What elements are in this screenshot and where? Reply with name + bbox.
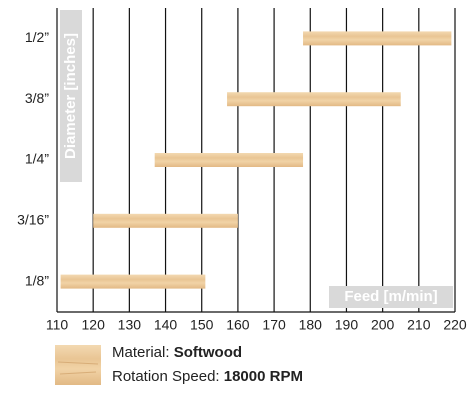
y-tick-label: 3/16” <box>17 212 49 228</box>
bar <box>155 153 303 167</box>
x-tick-label: 180 <box>299 317 323 333</box>
plot-area: 110 120 130 140 150 160 170 180 190 200 210 220 Diam… <box>17 8 467 333</box>
x-axis-title: Feed [m/min] <box>344 288 437 305</box>
legend-material-label: Material: <box>112 344 170 361</box>
x-tick-label: 170 <box>262 317 286 333</box>
legend-speed-label: Rotation Speed: <box>112 368 220 385</box>
x-tick-label: 190 <box>335 317 359 333</box>
y-tick-label: 3/8” <box>25 90 49 106</box>
legend-speed: Rotation Speed: 18000 RPM <box>112 368 303 385</box>
x-tick-label: 220 <box>443 317 467 333</box>
bar <box>303 31 451 45</box>
page: {"chart_data": {"type": "range-bar", "y_… <box>0 0 471 402</box>
y-tick-label: 1/4” <box>25 151 49 167</box>
x-tick-label: 110 <box>46 317 69 333</box>
bar <box>61 275 206 289</box>
y-axis-title: Diameter [inches] <box>62 33 79 159</box>
bar <box>93 214 238 228</box>
y-tick-label: 1/2” <box>25 29 49 45</box>
bar <box>227 92 401 106</box>
x-tick-label: 200 <box>371 317 395 333</box>
x-tick-label: 160 <box>226 317 250 333</box>
legend-speed-value: 18000 RPM <box>224 368 303 385</box>
legend-swatch <box>55 345 101 385</box>
x-tick-label: 140 <box>154 317 178 333</box>
y-tick-label: 1/8” <box>25 272 49 288</box>
x-tick-label: 120 <box>82 317 106 333</box>
legend-material: Material: Softwood <box>112 344 242 361</box>
chart: 110 120 130 140 150 160 170 180 190 200 210 220 Diam… <box>0 0 471 402</box>
legend-material-value: Softwood <box>174 344 242 361</box>
x-tick-label: 150 <box>190 317 214 333</box>
x-tick-label: 130 <box>118 317 142 333</box>
x-tick-label: 210 <box>407 317 431 333</box>
